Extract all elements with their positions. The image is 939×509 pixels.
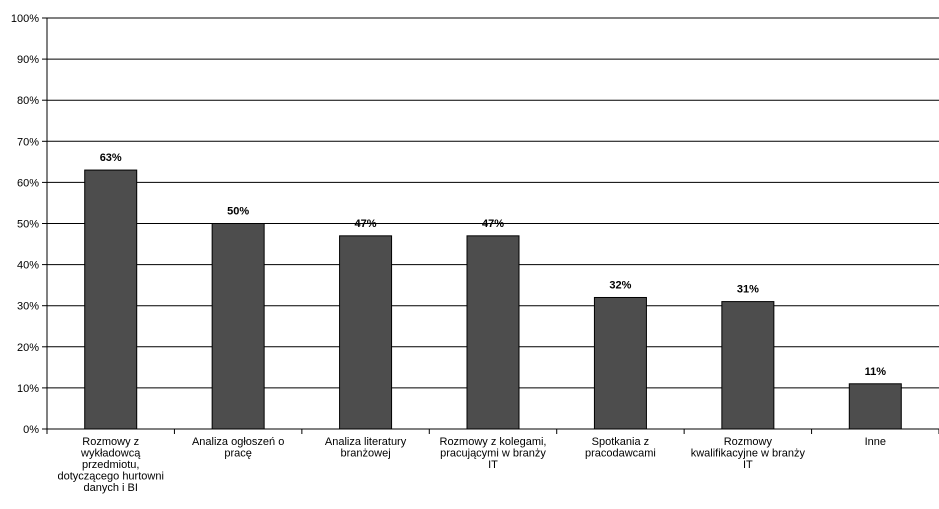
category-label-line: Rozmowy z	[82, 436, 139, 448]
bar	[211, 223, 265, 430]
data-label: 50%	[227, 206, 249, 218]
category-label-line: Analiza literatury	[325, 436, 407, 448]
y-tick-label: 40%	[17, 260, 39, 272]
bar	[84, 169, 138, 430]
y-tick-label: 0%	[23, 424, 39, 436]
labels: 0% 10% 20% 30% 40% 50% 60% 70% 80% 90% 100% 63% Rozm…	[11, 13, 886, 494]
category-label-line: IT	[743, 459, 753, 471]
category-label-line: Spotkania z	[592, 436, 649, 448]
data-label: 47%	[355, 218, 377, 230]
category-label-line: pracę	[224, 448, 252, 460]
y-tick-label: 100%	[11, 13, 39, 25]
data-label: 32%	[609, 279, 631, 291]
data-label: 31%	[737, 284, 759, 296]
data-label: 63%	[100, 152, 122, 164]
data-label: 47%	[482, 218, 504, 230]
category-label-line: kwalifikacyjne w branży	[691, 448, 806, 460]
category-label: Inne	[865, 436, 886, 448]
y-tick-label: 90%	[17, 54, 39, 66]
category-label: Rozmowy kwalifikacyjne w branży IT	[691, 436, 806, 471]
category-label-line: Rozmowy	[724, 436, 773, 448]
bars	[84, 169, 902, 430]
bar	[466, 235, 520, 430]
axes	[42, 17, 939, 434]
data-label: 11%	[865, 366, 887, 378]
category-label-line: Inne	[865, 436, 886, 448]
category-label-line: Rozmowy z kolegami,	[440, 436, 547, 448]
category-label-line: pracodawcami	[585, 448, 656, 460]
bar	[848, 383, 902, 430]
y-tick-label: 80%	[17, 95, 39, 107]
category-label: Rozmowy z kolegami, pracującymi w branży I…	[440, 436, 547, 471]
bar	[593, 296, 647, 430]
category-label-line: wykładowcą	[80, 448, 141, 460]
y-tick-label: 50%	[17, 219, 39, 231]
y-tick-label: 10%	[17, 383, 39, 395]
category-label-line: IT	[488, 459, 498, 471]
y-tick-label: 30%	[17, 301, 39, 313]
category-label-line: danych i BI	[84, 482, 138, 494]
category-label-line: branżowej	[341, 448, 391, 460]
bar	[721, 301, 775, 430]
gridlines	[47, 17, 939, 389]
category-label: Analiza ogłoszeń o pracę	[192, 436, 284, 460]
y-tick-label: 60%	[17, 177, 39, 189]
category-label: Rozmowy z wykładowcą przedmiotu, dotycząceg…	[58, 436, 164, 494]
category-label-line: Analiza ogłoszeń o	[192, 436, 284, 448]
y-tick-label: 20%	[17, 342, 39, 354]
y-tick-label: 70%	[17, 136, 39, 148]
category-label-line: dotyczącego hurtowni	[58, 471, 164, 483]
category-label: Analiza literatury branżowej	[325, 436, 407, 460]
category-label: Spotkania z pracodawcami	[585, 436, 656, 460]
bar	[339, 235, 393, 430]
category-label-line: przedmiotu,	[82, 459, 139, 471]
category-label-line: pracującymi w branży	[440, 448, 546, 460]
